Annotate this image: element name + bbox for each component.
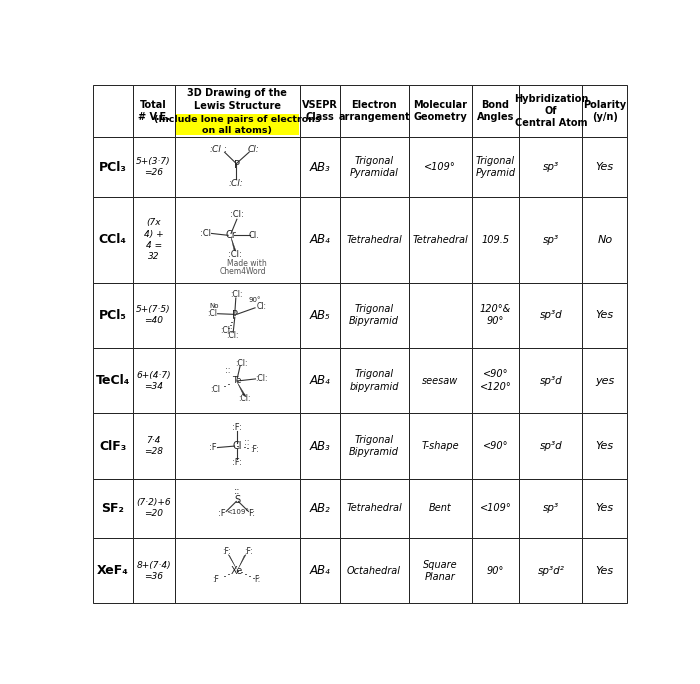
Text: VSEPR
Class: VSEPR Class: [302, 100, 338, 122]
Text: <90°: <90°: [483, 441, 508, 451]
Bar: [472, 137, 519, 197]
Bar: [174, 413, 300, 479]
Text: :Cl:: :Cl:: [227, 331, 239, 341]
Text: ::: ::: [234, 486, 241, 496]
Text: Xe: Xe: [231, 566, 244, 576]
Text: CCl₄: CCl₄: [99, 233, 127, 246]
Bar: [174, 282, 300, 348]
Text: P: P: [234, 160, 240, 170]
Text: 109.5: 109.5: [482, 235, 510, 245]
Text: 7·4
=28: 7·4 =28: [144, 436, 163, 456]
Text: Yes: Yes: [596, 441, 614, 451]
Text: <109°: <109°: [226, 509, 248, 515]
Bar: [340, 348, 409, 413]
Text: :Cl:: :Cl:: [230, 210, 244, 219]
Text: :F:: :F:: [232, 458, 242, 467]
Bar: [340, 137, 409, 197]
Bar: [93, 137, 132, 197]
Bar: [582, 85, 627, 137]
Text: XeF₄: XeF₄: [97, 564, 129, 577]
Text: P: P: [232, 311, 238, 320]
Text: Cl.: Cl.: [249, 231, 260, 240]
Bar: [519, 282, 582, 348]
Text: Total
# V.E.: Total # V.E.: [138, 100, 169, 122]
Text: sp³: sp³: [542, 162, 559, 172]
Text: Polarity
(y/n): Polarity (y/n): [583, 100, 627, 122]
Bar: [340, 85, 409, 137]
Bar: [300, 479, 340, 538]
Bar: [519, 413, 582, 479]
Bar: [174, 137, 300, 197]
Bar: [409, 538, 472, 603]
Text: Cr: Cr: [225, 231, 237, 240]
Text: Trigonal
bipyramid: Trigonal bipyramid: [349, 369, 399, 392]
Bar: [132, 197, 174, 282]
Bar: [340, 538, 409, 603]
Bar: [174, 479, 300, 538]
Text: :Cl: :Cl: [211, 385, 220, 394]
Text: T-shape: T-shape: [421, 441, 458, 451]
Bar: [582, 479, 627, 538]
Bar: [582, 197, 627, 282]
Text: Te: Te: [232, 376, 242, 385]
Text: Yes: Yes: [596, 503, 614, 514]
Text: AB₅: AB₅: [309, 308, 330, 321]
Text: Yes: Yes: [596, 162, 614, 172]
Text: 5+(3·7)
=26: 5+(3·7) =26: [136, 157, 171, 177]
Text: Square
Planar: Square Planar: [423, 560, 457, 582]
Bar: [300, 282, 340, 348]
Text: Bond
Angles: Bond Angles: [477, 100, 514, 122]
Text: AB₄: AB₄: [309, 564, 330, 577]
Bar: [409, 413, 472, 479]
Bar: [582, 282, 627, 348]
Bar: [472, 85, 519, 137]
Bar: [93, 479, 132, 538]
Bar: [472, 479, 519, 538]
Bar: [132, 479, 174, 538]
Text: sp³d²: sp³d²: [538, 566, 564, 576]
Text: 90°: 90°: [248, 297, 261, 303]
Bar: [340, 479, 409, 538]
Text: sp³: sp³: [542, 503, 559, 514]
Text: Electron
arrangement: Electron arrangement: [338, 100, 410, 122]
Text: 8+(7·4)
=36: 8+(7·4) =36: [136, 561, 171, 581]
Bar: [519, 197, 582, 282]
Text: :F: :F: [212, 575, 219, 584]
Bar: [174, 197, 300, 282]
Bar: [174, 538, 300, 603]
Text: AB₃: AB₃: [309, 161, 330, 174]
Bar: [519, 538, 582, 603]
Text: sp³: sp³: [542, 235, 559, 245]
Bar: [340, 282, 409, 348]
Polygon shape: [238, 555, 246, 568]
Text: ::: ::: [225, 365, 231, 375]
Text: SF₂: SF₂: [102, 502, 124, 515]
Text: TeCl₄: TeCl₄: [96, 374, 130, 387]
Text: ::: ::: [244, 438, 249, 447]
Text: sp³d: sp³d: [540, 376, 562, 386]
Text: AB₃: AB₃: [309, 440, 330, 453]
Bar: [93, 197, 132, 282]
Bar: [582, 137, 627, 197]
Text: :F:: :F:: [232, 423, 242, 432]
Text: Tetrahedral: Tetrahedral: [412, 235, 468, 245]
Text: Trigonal
Pyramid: Trigonal Pyramid: [475, 156, 515, 179]
Polygon shape: [231, 237, 236, 251]
Text: Tetrahedral: Tetrahedral: [346, 503, 402, 514]
Text: :Cl: :Cl: [208, 308, 218, 318]
Text: Cl: Cl: [232, 441, 242, 451]
Text: :Cl: :Cl: [210, 146, 222, 155]
Text: Cl:: Cl:: [257, 302, 267, 311]
Text: :: :: [223, 145, 227, 154]
Bar: [132, 413, 174, 479]
Text: :Cl:: :Cl:: [234, 358, 247, 367]
Bar: [582, 413, 627, 479]
Bar: [472, 413, 519, 479]
Text: :Cl:: :Cl:: [230, 290, 243, 299]
Bar: [472, 348, 519, 413]
Bar: [409, 137, 472, 197]
Text: sp³d: sp³d: [540, 311, 562, 320]
Text: (7·2)+6
=20: (7·2)+6 =20: [136, 499, 171, 518]
Text: :F:: :F:: [250, 445, 259, 454]
Bar: [300, 137, 340, 197]
